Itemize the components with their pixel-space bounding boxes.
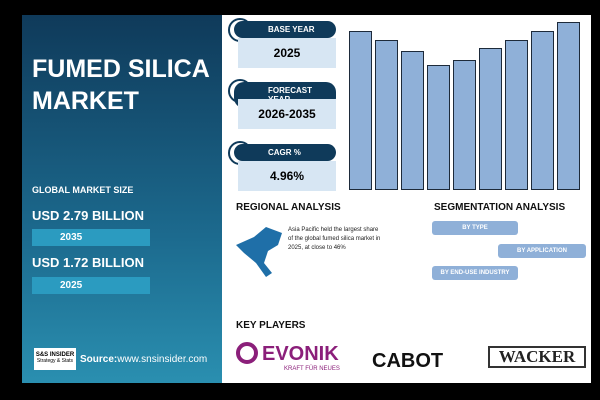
source: Source:www.snsinsider.com [80, 354, 207, 365]
segment: BY APPLICATION [498, 244, 586, 258]
source-label: Source: [80, 354, 118, 365]
market-year: 2035 [32, 229, 150, 246]
player-tagline: KRAFT FÜR NEUES [284, 366, 340, 372]
card-value: 2026-2035 [238, 99, 336, 129]
title: FUMED SILICA MARKET [32, 55, 209, 115]
section-title: KEY PLAYERS [236, 320, 306, 331]
card-label: CAGR % [234, 144, 336, 161]
logo: S&S INSIDER Strategy & Stats [34, 348, 76, 370]
bar-shape [375, 40, 398, 190]
card-value: 2025 [238, 38, 336, 68]
logo-text: S&S INSIDER [35, 352, 75, 358]
market-value: USD 2.79 BILLION [32, 208, 144, 223]
segment: BY END-USE INDUSTRY [432, 266, 518, 280]
bar-shape [453, 60, 476, 190]
card-value: 4.96% [238, 161, 336, 191]
source-url: www.snsinsider.com [117, 354, 208, 365]
card-label: BASE YEAR [234, 21, 336, 38]
section-title: REGIONAL ANALYSIS [236, 202, 341, 213]
bar-shape [505, 40, 528, 190]
map [236, 227, 282, 277]
player: CABOT [372, 350, 444, 372]
market-size-label: GLOBAL MARKET SIZE [32, 185, 134, 195]
evonik-icon [236, 342, 258, 364]
section-title: SEGMENTATION ANALYSIS [434, 202, 566, 213]
map-shape [236, 227, 282, 277]
bar-shape [401, 51, 424, 190]
logo-sub: Strategy & Stats [36, 358, 74, 364]
player: WACKER [488, 346, 586, 368]
player: EVONIK [262, 343, 339, 365]
left-panel: FUMED SILICA MARKET GLOBAL MARKET SIZE U… [22, 15, 222, 383]
bar-shape [557, 22, 580, 190]
right-panel: BASE YEAR 2025 FORECAST YEAR 2026-2035 C… [222, 15, 591, 383]
bar-decoration [349, 15, 584, 190]
bar-shape [479, 48, 502, 190]
regional-text: Asia Pacific held the largest share of t… [288, 227, 381, 251]
market-value: USD 1.72 BILLION [32, 255, 144, 270]
bar-shape [427, 65, 450, 190]
market-year: 2025 [32, 277, 150, 294]
bar-shape [349, 31, 372, 190]
segment: BY TYPE [432, 221, 518, 235]
bar-shape [531, 31, 554, 190]
